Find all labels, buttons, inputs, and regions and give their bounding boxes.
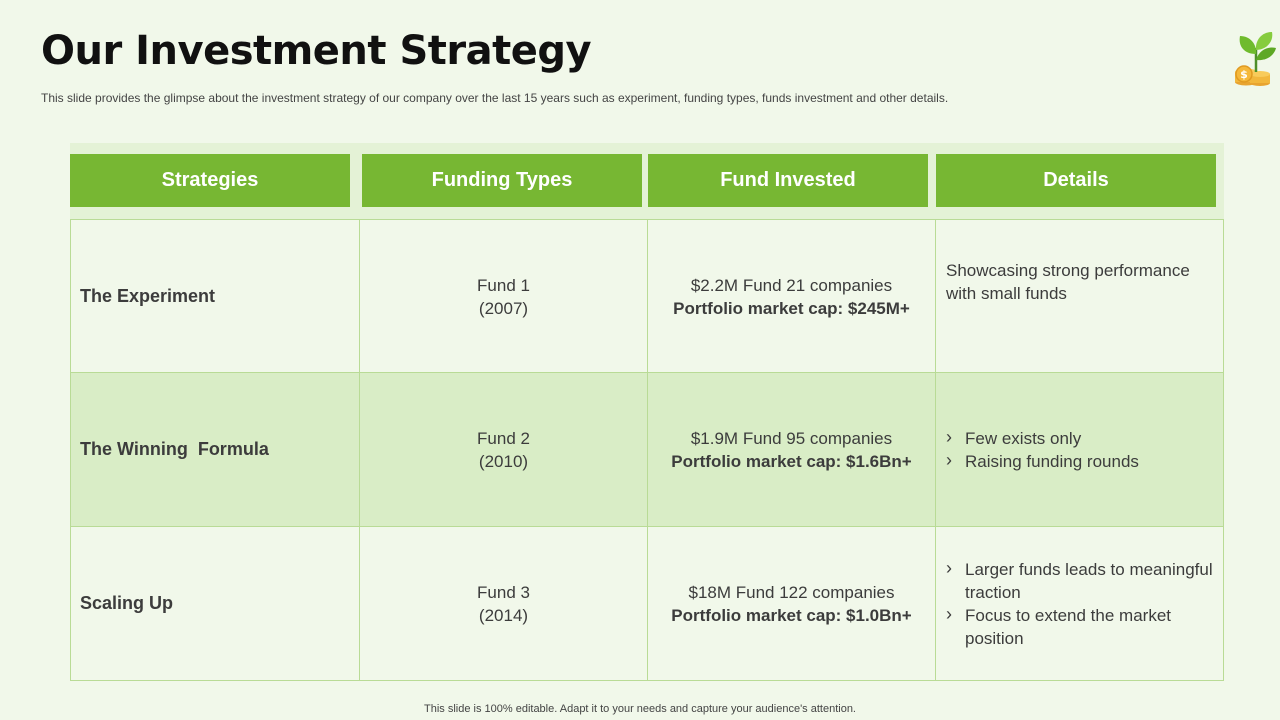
funding-type-cell: Fund 2 (2010)	[360, 373, 648, 526]
invested-amount: $1.9M Fund 95 companies	[690, 428, 893, 448]
table-row: Scaling Up Fund 3 (2014) $18M Fund 122 co…	[70, 527, 1224, 681]
market-cap: Portfolio market cap: $245M+	[673, 298, 910, 318]
details-cell: Larger funds leads to meaningful tractio…	[936, 527, 1225, 680]
details-text: Showcasing strong performance with small…	[946, 260, 1190, 303]
funding-type-cell: Fund 1 (2007)	[360, 220, 648, 373]
market-cap: Portfolio market cap: $1.6Bn+	[671, 451, 912, 471]
details-cell: Few exists only Raising funding rounds	[936, 373, 1225, 526]
funding-type-cell: Fund 3 (2014)	[360, 527, 648, 680]
invested-amount: $2.2M Fund 21 companies	[690, 275, 893, 295]
header-details: Details	[936, 154, 1216, 207]
header-strategies: Strategies	[70, 154, 350, 207]
details-bullet: Raising funding rounds	[946, 449, 1139, 473]
strategy-table: Strategies Funding Types Fund Invested D…	[70, 143, 1224, 683]
details-bullet: Few exists only	[946, 426, 1139, 450]
table-row: The Winning Formula Fund 2 (2010) $1.9M F…	[70, 373, 1224, 527]
fund-name: Fund 1	[477, 275, 530, 295]
fund-year: (2010)	[478, 451, 529, 471]
page-subtitle: This slide provides the glimpse about th…	[41, 91, 949, 105]
fund-year: (2014)	[478, 605, 529, 625]
header-fund-invested: Fund Invested	[648, 154, 928, 207]
table-header-band: Strategies Funding Types Fund Invested D…	[70, 143, 1224, 219]
details-bullet: Larger funds leads to meaningful tractio…	[946, 557, 1217, 604]
page-title: Our Investment Strategy	[41, 28, 592, 74]
fund-invested-cell: $1.9M Fund 95 companies Portfolio market …	[648, 373, 936, 526]
fund-name: Fund 2	[477, 428, 530, 448]
strategy-cell: The Winning Formula	[71, 373, 360, 526]
footer-note: This slide is 100% editable. Adapt it to…	[424, 703, 856, 715]
fund-year: (2007)	[478, 298, 529, 318]
fund-invested-cell: $18M Fund 122 companies Portfolio market …	[648, 527, 936, 680]
fund-name: Fund 3	[477, 582, 530, 602]
svg-text:$: $	[1240, 68, 1248, 81]
fund-invested-cell: $2.2M Fund 21 companies Portfolio market …	[648, 220, 936, 373]
strategy-cell: Scaling Up	[71, 527, 360, 680]
details-list: Few exists only Raising funding rounds	[946, 426, 1139, 473]
plant-coins-icon: $	[1235, 32, 1276, 86]
invested-amount: $18M Fund 122 companies	[688, 582, 895, 602]
header-funding-types: Funding Types	[362, 154, 642, 207]
strategy-cell: The Experiment	[71, 220, 360, 373]
details-cell: Showcasing strong performance with small…	[936, 220, 1225, 373]
details-bullet: Focus to extend the market position	[946, 603, 1217, 650]
details-list: Larger funds leads to meaningful tractio…	[946, 557, 1217, 650]
table-row: The Experiment Fund 1 (2007) $2.2M Fund 2…	[70, 219, 1224, 373]
market-cap: Portfolio market cap: $1.0Bn+	[671, 605, 912, 625]
